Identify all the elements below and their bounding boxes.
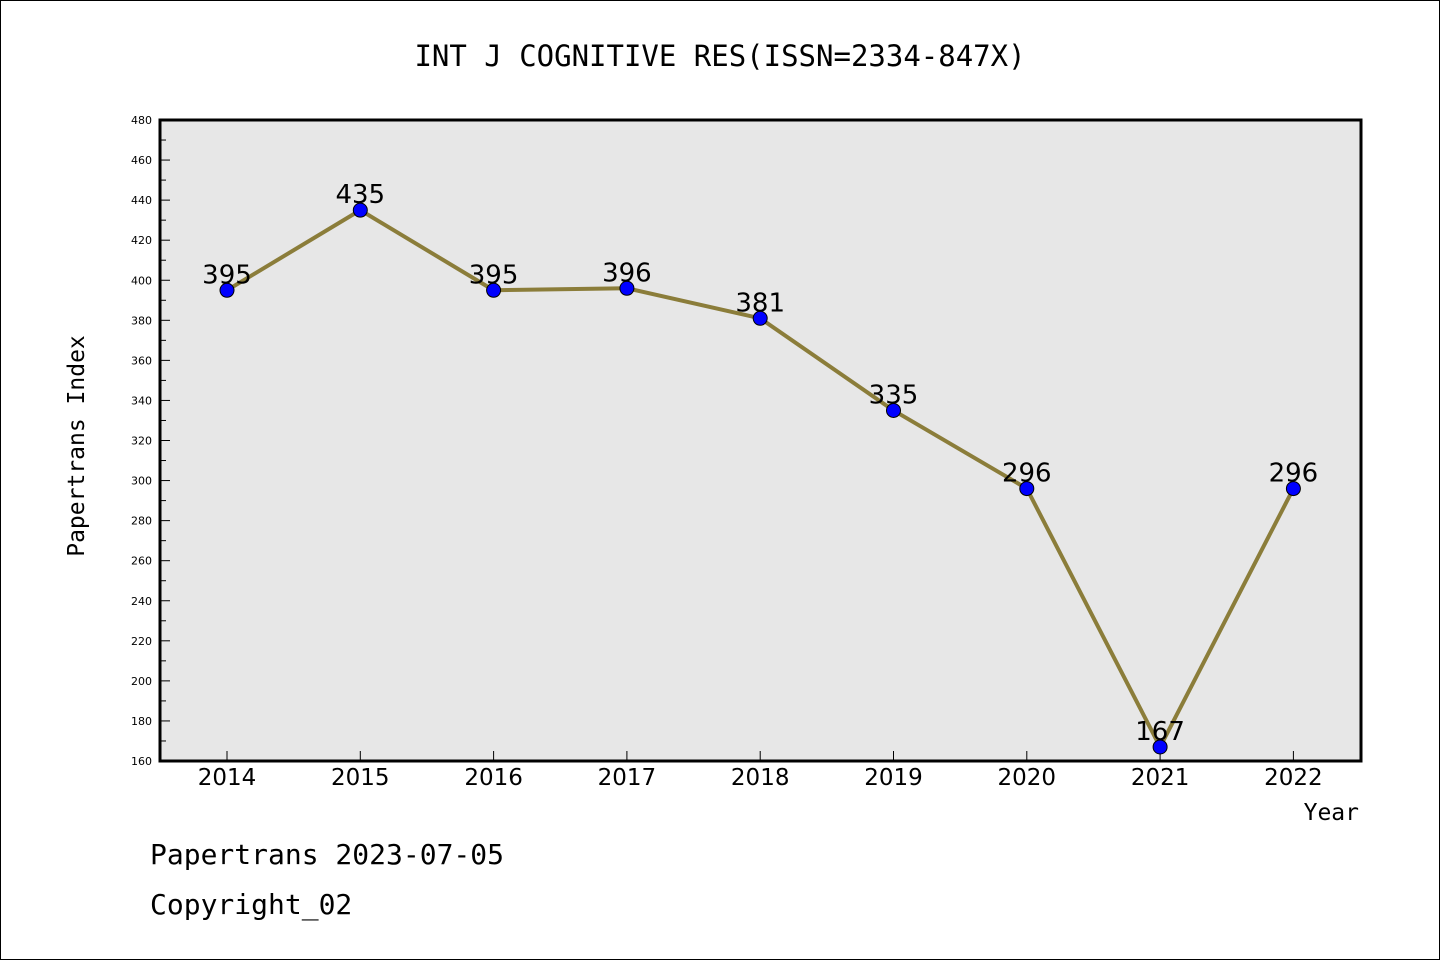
y-tick-label: 340 bbox=[131, 394, 152, 407]
data-label: 435 bbox=[335, 180, 385, 210]
y-tick-label: 180 bbox=[131, 715, 152, 728]
data-label: 296 bbox=[1002, 459, 1052, 489]
y-tick-label: 400 bbox=[131, 274, 152, 287]
x-tick-label: 2017 bbox=[598, 765, 657, 791]
y-tick-label: 200 bbox=[131, 675, 152, 688]
data-labels: 395 435 395 396 381 335 296 167 296 bbox=[202, 180, 1318, 747]
data-point bbox=[352, 202, 368, 218]
x-tick-label: 2020 bbox=[998, 765, 1057, 791]
data-label: 395 bbox=[469, 260, 519, 290]
x-tick-label: 2016 bbox=[464, 765, 523, 791]
data-label: 381 bbox=[735, 288, 785, 318]
data-label: 396 bbox=[602, 258, 652, 288]
x-tick-label: 2015 bbox=[331, 765, 390, 791]
plot-area bbox=[160, 120, 1361, 761]
data-point bbox=[886, 402, 901, 418]
y-tick-label: 420 bbox=[131, 234, 152, 247]
y-tick-label: 220 bbox=[131, 635, 152, 648]
data-point bbox=[752, 310, 768, 326]
data-label: 335 bbox=[869, 380, 919, 410]
data-point bbox=[486, 282, 502, 298]
x-axis: 2014 2015 2016 2017 2018 2019 2020 2021 2022 bbox=[198, 751, 1323, 791]
footer-copyright: Copyright_02 bbox=[150, 888, 352, 922]
chart-title: INT J COGNITIVE RES(ISSN=2334-847X) bbox=[414, 39, 1025, 73]
data-point bbox=[1019, 481, 1035, 497]
plot-border bbox=[158, 118, 1363, 763]
x-tick-label: 2021 bbox=[1131, 765, 1190, 791]
y-tick-label: 440 bbox=[131, 194, 152, 207]
y-tick-label: 280 bbox=[131, 515, 152, 528]
y-tick-label: 160 bbox=[131, 755, 152, 768]
x-tick-label: 2014 bbox=[198, 765, 257, 791]
y-tick-label: 260 bbox=[131, 555, 152, 568]
y-axis-label: Papertrans Index bbox=[64, 335, 90, 557]
x-tick-label: 2019 bbox=[864, 765, 923, 791]
data-point bbox=[219, 282, 235, 298]
y-tick-label: 300 bbox=[131, 475, 152, 488]
data-point bbox=[1152, 739, 1168, 755]
x-tick-label: 2018 bbox=[731, 765, 790, 791]
y-axis: 160 180 200 220 240 260 280 300 320 340 360 380 400 4… bbox=[131, 114, 170, 768]
data-points bbox=[219, 202, 1301, 755]
y-tick-label: 460 bbox=[131, 154, 152, 167]
x-tick-label: 2022 bbox=[1264, 765, 1323, 791]
x-axis-label: Year bbox=[1304, 800, 1359, 826]
data-label: 296 bbox=[1269, 459, 1319, 489]
data-label: 167 bbox=[1135, 717, 1185, 747]
data-point bbox=[1285, 481, 1301, 497]
y-tick-label: 480 bbox=[131, 114, 152, 127]
data-point bbox=[619, 280, 635, 296]
y-tick-label: 320 bbox=[131, 435, 152, 448]
y-tick-label: 380 bbox=[131, 314, 152, 327]
y-tick-label: 360 bbox=[131, 354, 152, 367]
y-tick-label: 240 bbox=[131, 595, 152, 608]
footer-date: Papertrans 2023-07-05 bbox=[150, 838, 504, 871]
data-label: 395 bbox=[202, 260, 252, 290]
